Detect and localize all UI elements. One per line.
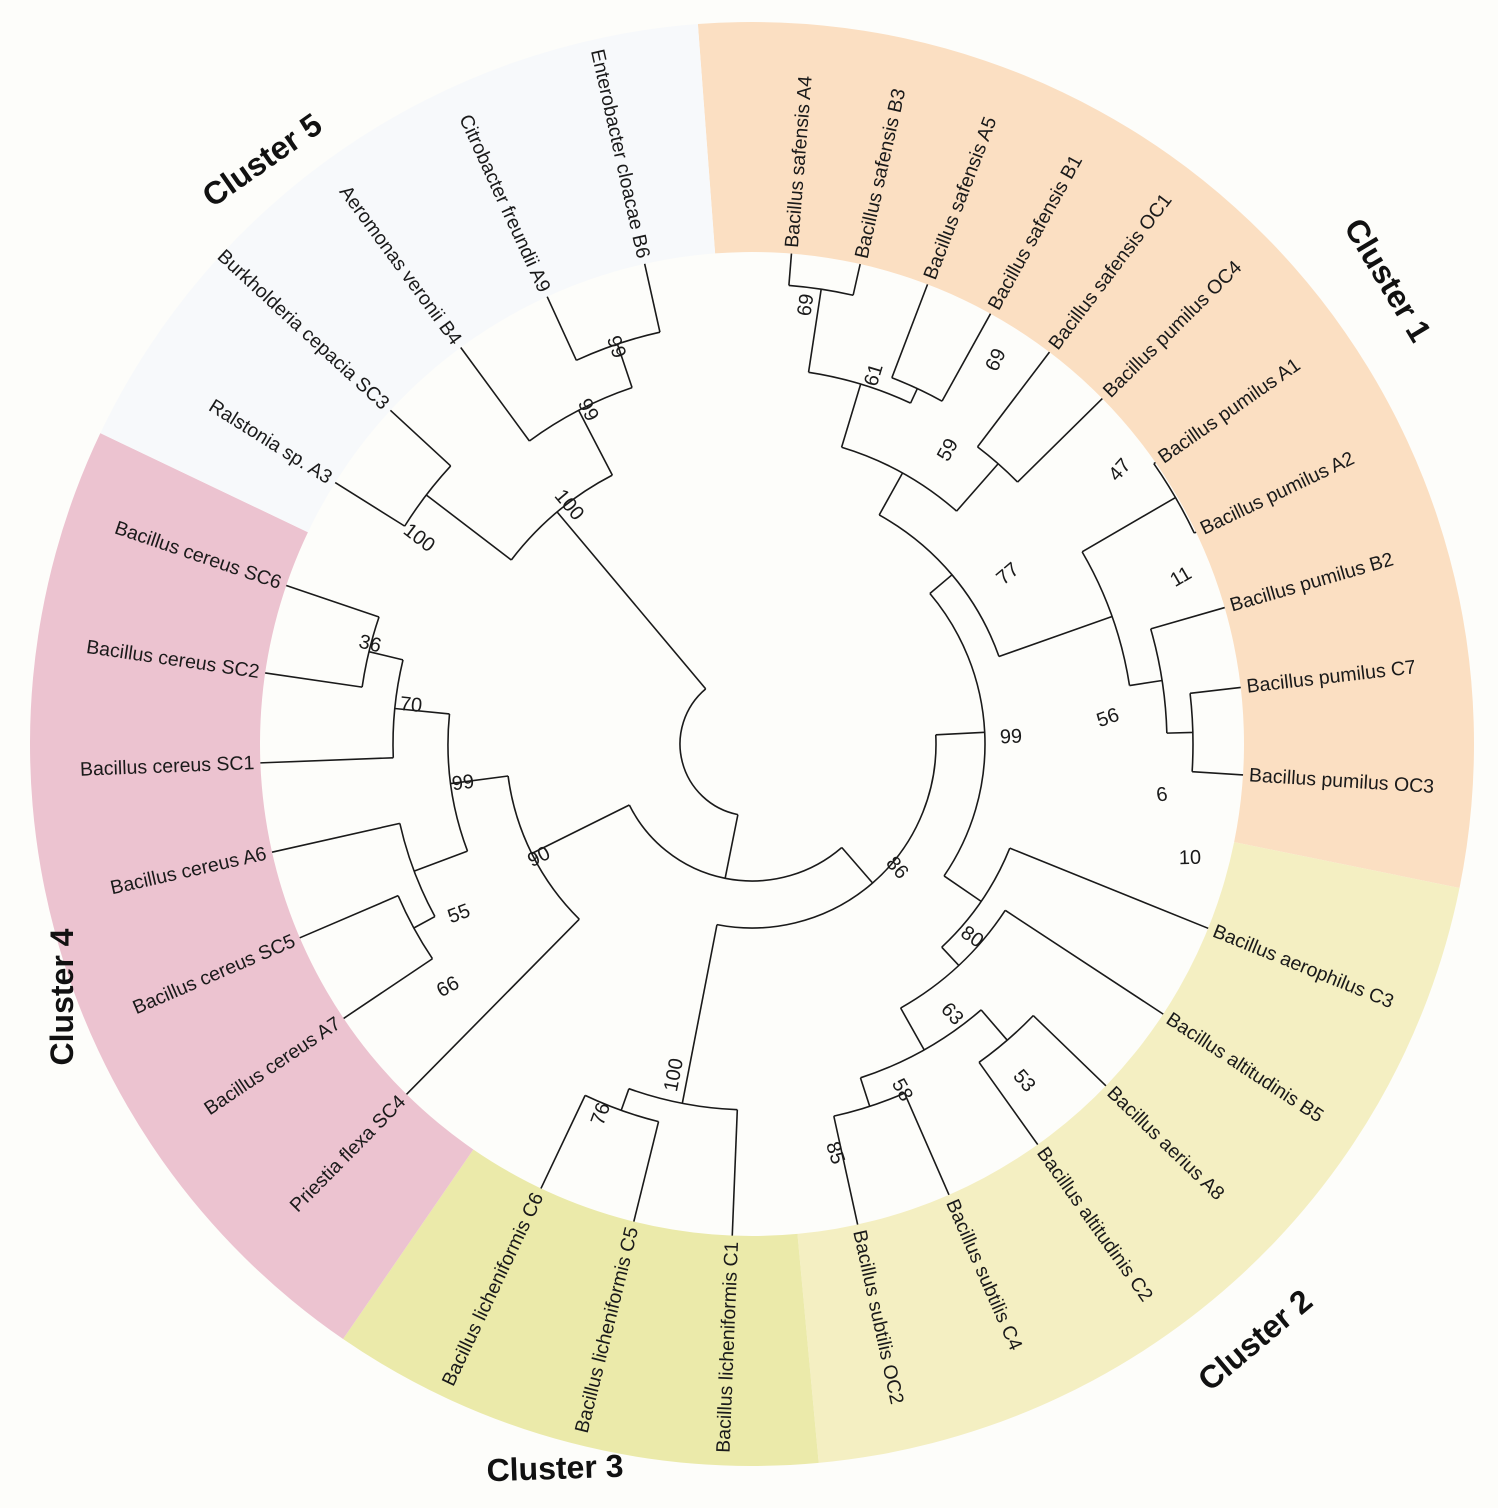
branch-B6 xyxy=(643,263,661,333)
branch-n20 xyxy=(413,915,436,929)
branch-arc-n16 xyxy=(929,593,986,877)
branch-n16 xyxy=(935,731,985,736)
branch-B3 xyxy=(852,263,861,296)
branch-A1 xyxy=(1153,461,1156,465)
branch-C4 xyxy=(903,1092,950,1196)
branch-n23 xyxy=(394,707,450,715)
branch-n2 xyxy=(909,388,919,404)
branch-n18 xyxy=(681,924,718,1104)
branch-n13 xyxy=(899,1007,925,1051)
branch-A7 xyxy=(343,958,433,1020)
bootstrap-n16: 99 xyxy=(999,725,1022,748)
branch-A3 xyxy=(334,481,406,527)
branch-n5 xyxy=(878,472,904,516)
branch-n21 xyxy=(413,850,468,872)
branch-B1 xyxy=(941,313,992,402)
branch-n9 xyxy=(998,615,1113,658)
branch-n19 xyxy=(841,846,874,884)
branch-arc-n5 xyxy=(841,446,958,512)
branch-n26 xyxy=(724,814,739,879)
branch-OC3 xyxy=(1192,770,1244,776)
branch-OC2 xyxy=(833,1115,859,1225)
branch-n27 xyxy=(425,494,512,561)
branch-n24 xyxy=(450,775,509,785)
branch-n1 xyxy=(807,289,822,373)
branch-arc-n26 xyxy=(628,804,843,882)
branch-B4 xyxy=(460,347,531,442)
branch-n8 xyxy=(1129,679,1163,687)
branch-LC5 xyxy=(633,1121,660,1222)
branch-C3 xyxy=(1009,847,1209,930)
branch-n30 xyxy=(556,511,707,690)
branch-C7 xyxy=(1189,686,1241,695)
branch-n7 xyxy=(1166,731,1193,734)
branch-A5 xyxy=(891,284,929,379)
branch-arc-root xyxy=(679,688,739,816)
branch-n17 xyxy=(620,1088,630,1111)
branch-SC4 xyxy=(405,918,580,1095)
cluster-label-c3: Cluster 3 xyxy=(486,1448,624,1489)
branch-n4 xyxy=(955,463,999,512)
branch-n14 xyxy=(941,946,960,967)
branch-n3 xyxy=(840,383,862,448)
branch-arc-n19 xyxy=(716,734,937,929)
branch-OC4 xyxy=(1017,397,1103,483)
bootstrap-n22: 36 xyxy=(357,631,384,658)
branch-B2 xyxy=(1150,606,1225,630)
tree-branches xyxy=(260,253,1244,1236)
cluster-sector-c5 xyxy=(100,24,716,533)
branch-n15 xyxy=(943,875,982,903)
branch-n29 xyxy=(577,409,614,476)
branch-LC6 xyxy=(540,1095,586,1189)
branch-SC2 xyxy=(265,672,363,688)
branch-n25 xyxy=(531,804,630,855)
cluster-sector-c3 xyxy=(343,1149,819,1466)
bootstrap-n23: 70 xyxy=(399,693,423,717)
branch-n10 xyxy=(929,574,953,595)
branch-LC1 xyxy=(731,1109,739,1236)
branch-n22 xyxy=(368,650,404,661)
branch-n11 xyxy=(980,1009,1008,1041)
branch-A2 xyxy=(1193,531,1197,534)
branch-A9 xyxy=(546,296,578,361)
branch-A8 xyxy=(1032,1015,1107,1087)
branch-C2 xyxy=(978,1061,1039,1146)
branch-A4 xyxy=(788,253,793,286)
branch-arc-n28 xyxy=(575,331,661,362)
branch-n12 xyxy=(859,1077,871,1107)
branch-SC3 xyxy=(389,409,452,467)
cluster-sector-c4 xyxy=(30,433,474,1340)
branch-arc-n30 xyxy=(510,474,613,561)
branch-n6 xyxy=(1081,496,1176,553)
branch-n28 xyxy=(616,343,633,388)
branch-B5 xyxy=(1004,909,1164,1015)
branch-arc-n29 xyxy=(528,386,633,442)
cluster-sector-c2 xyxy=(797,842,1460,1463)
cluster-label-c4: Cluster 4 xyxy=(44,928,80,1065)
bootstrap-n24: 99 xyxy=(451,771,476,796)
branch-SC1 xyxy=(260,756,394,764)
branch-A6 xyxy=(271,822,401,853)
cluster-sector-c1 xyxy=(697,22,1474,888)
bootstrap-n1: 69 xyxy=(793,292,818,317)
branch-SC5 xyxy=(299,894,399,939)
branch-OC1 xyxy=(976,351,1051,448)
bootstrap-n8: 6 xyxy=(1155,783,1169,806)
cluster-sectors xyxy=(30,22,1474,1466)
bootstrap-n7: 10 xyxy=(1179,847,1202,870)
branch-SC6 xyxy=(285,584,380,618)
